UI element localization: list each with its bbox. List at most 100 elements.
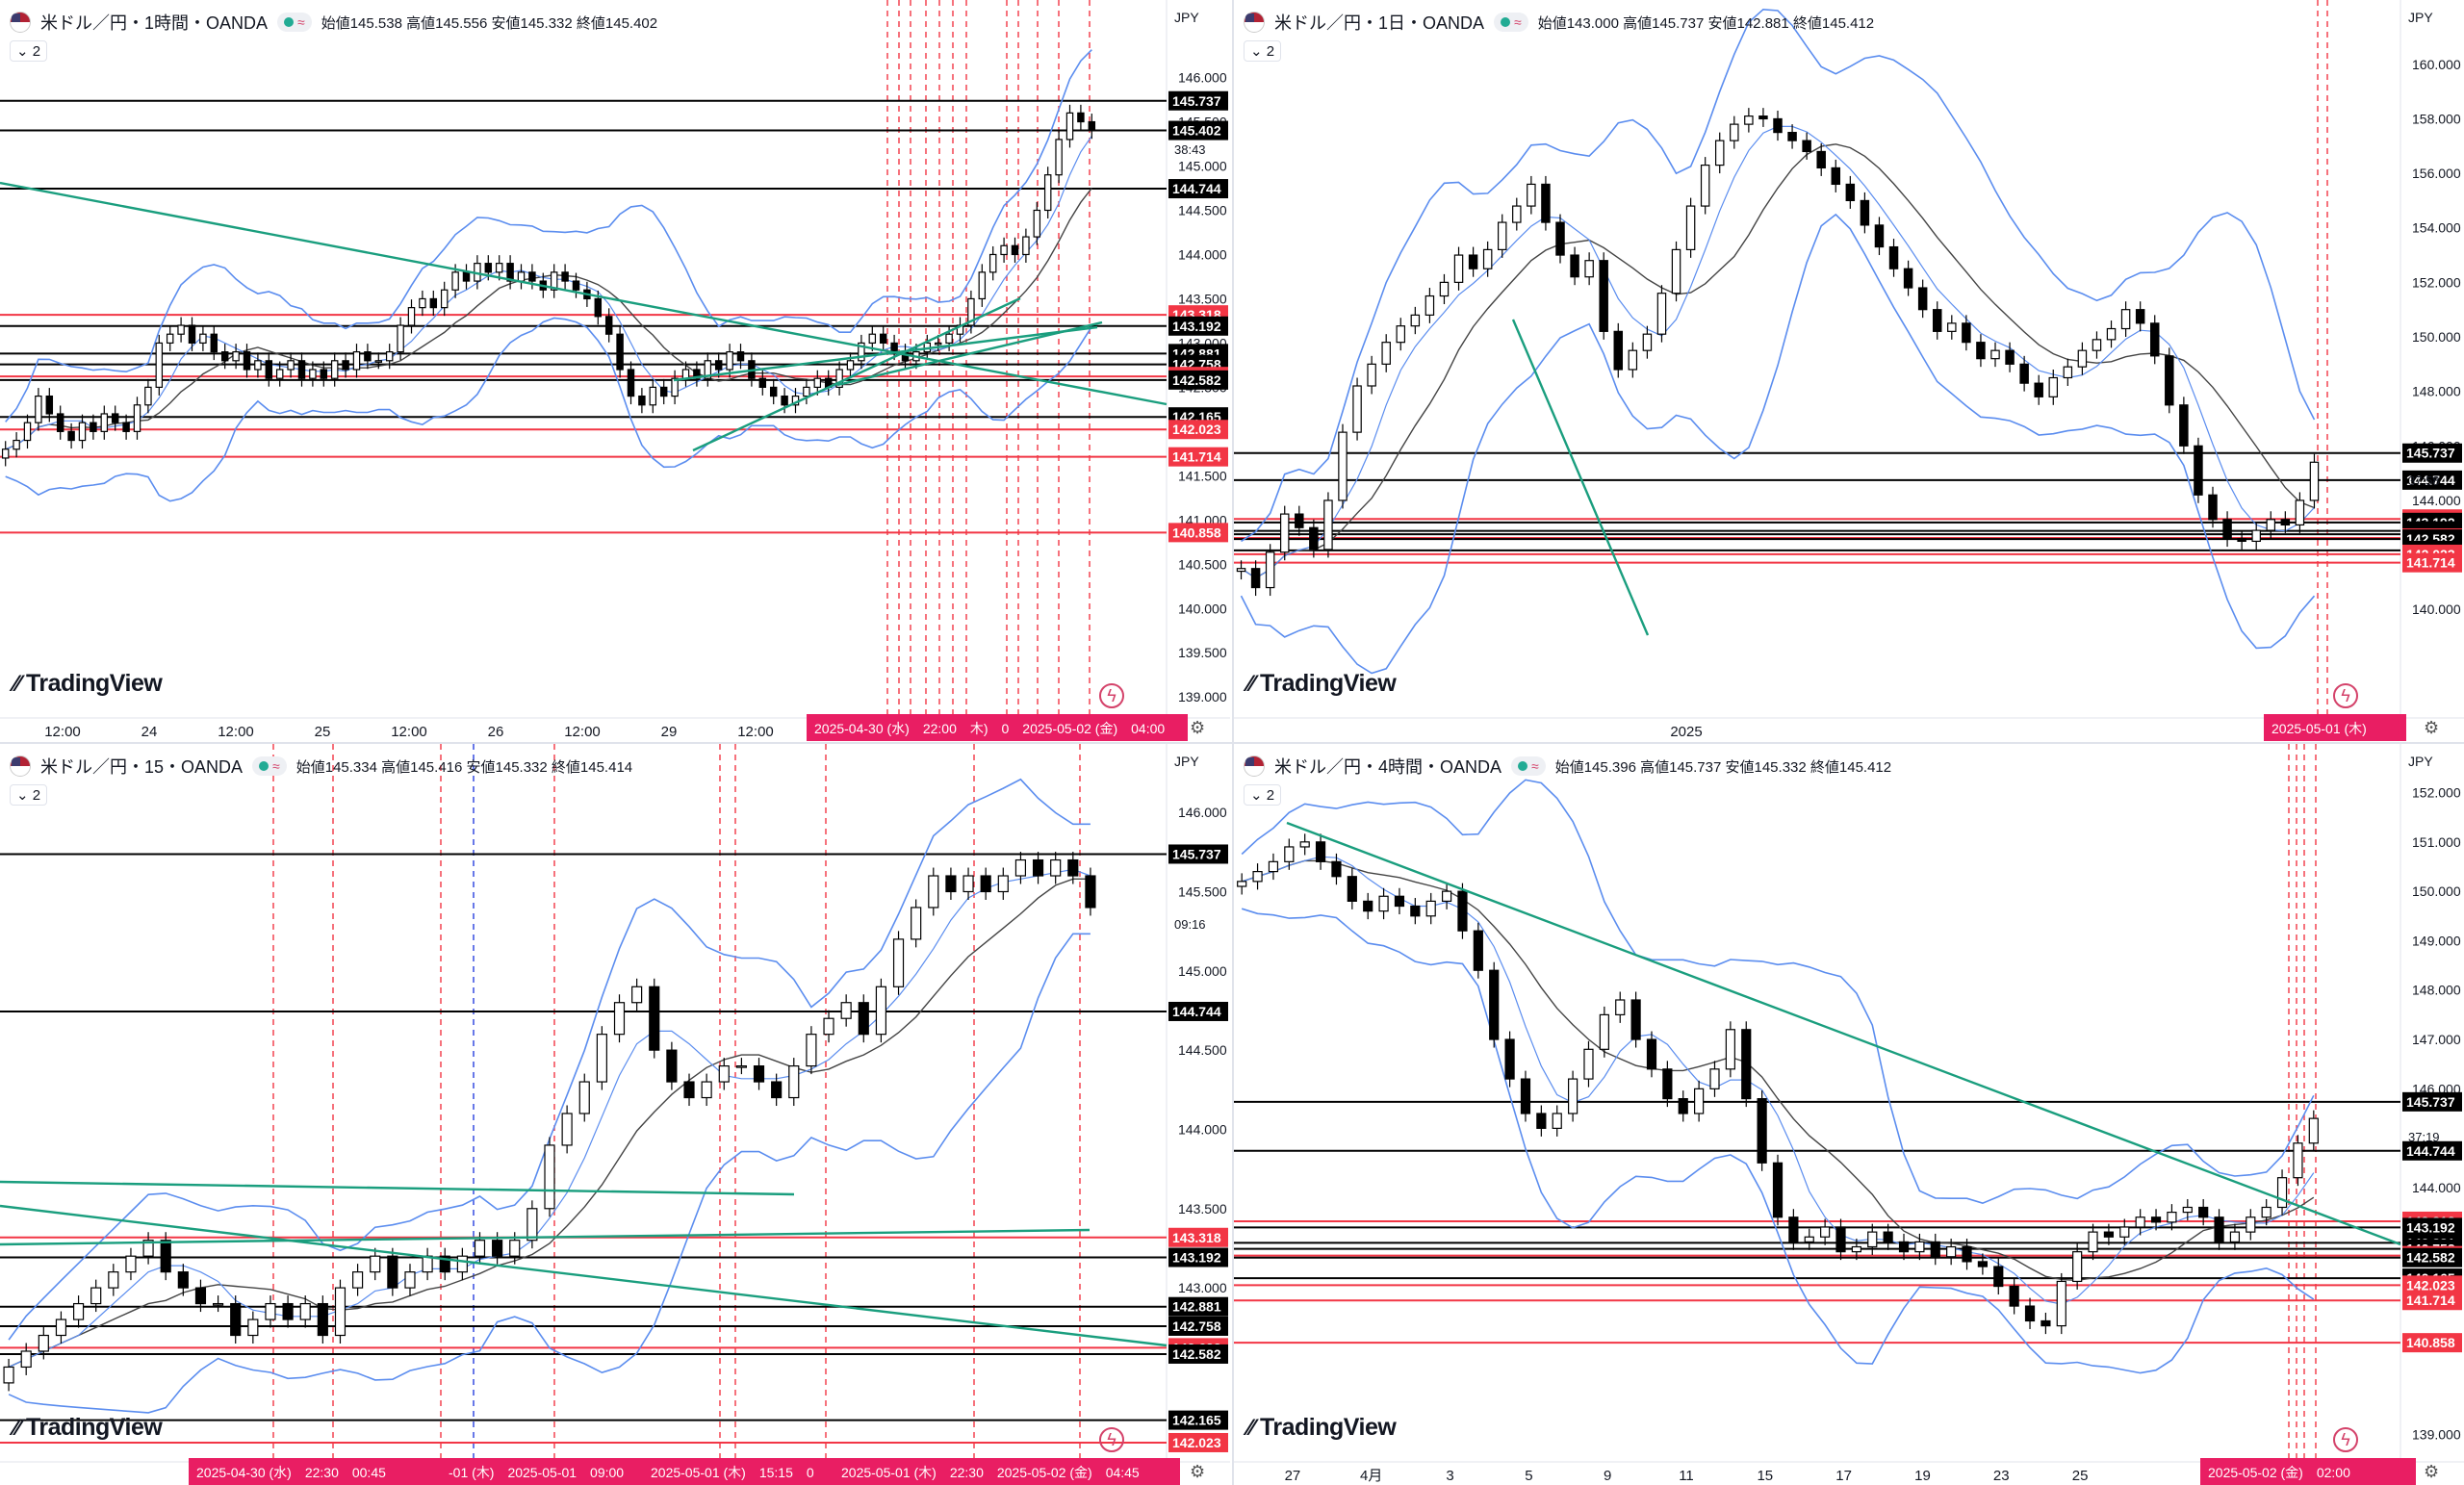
candle-body bbox=[1352, 385, 1362, 433]
lightning-icon[interactable]: ϟ bbox=[2333, 683, 2358, 708]
currency-label[interactable]: JPY bbox=[1174, 10, 1199, 25]
candle-body bbox=[1613, 330, 1624, 371]
ohlc-values: 始値143.000 高値145.737 安値142.881 終値145.412 bbox=[1537, 14, 1875, 32]
status-pill[interactable]: ≈ bbox=[1494, 13, 1528, 32]
candle-body bbox=[1583, 1048, 1594, 1080]
candle-body bbox=[287, 360, 295, 371]
gear-icon[interactable]: ⚙ bbox=[1190, 1462, 1206, 1481]
trend-line[interactable] bbox=[0, 1180, 795, 1196]
candle-body bbox=[1410, 314, 1421, 327]
trend-line[interactable] bbox=[692, 296, 1021, 452]
gear-icon[interactable]: ⚙ bbox=[2424, 1462, 2440, 1481]
symbol-title[interactable]: 米ドル／円・1時間・OANDA bbox=[40, 13, 269, 33]
price-label-box bbox=[1168, 1432, 1228, 1452]
candle-body bbox=[1055, 139, 1063, 176]
candle-body bbox=[1453, 254, 1464, 283]
y-tick-label: 152.000 bbox=[2412, 274, 2461, 290]
symbol-title[interactable]: 米ドル／円・4時間・OANDA bbox=[1274, 757, 1502, 777]
chart-pane-15m[interactable]: 146.000 145.500 145.000 144.500 144.000 143.5… bbox=[0, 744, 1230, 1485]
candle-body bbox=[1947, 322, 1957, 332]
candle-body bbox=[2119, 1226, 2130, 1238]
pane-divider-horizontal[interactable] bbox=[0, 742, 2464, 744]
candle-body bbox=[594, 297, 603, 318]
currency-label[interactable]: JPY bbox=[2408, 754, 2433, 769]
chart-pane-1d[interactable]: 160.000 158.000 156.000 154.000 152.000 150.0… bbox=[1234, 0, 2464, 741]
lightning-icon[interactable]: ϟ bbox=[1099, 683, 1124, 708]
trend-line[interactable] bbox=[0, 1228, 1091, 1246]
lightning-icon[interactable]: ϟ bbox=[1099, 1427, 1124, 1452]
candle-body bbox=[1977, 1261, 1989, 1267]
price-axis[interactable] bbox=[2400, 744, 2464, 1485]
candle-body bbox=[2261, 1206, 2272, 1218]
candle-body bbox=[788, 1065, 800, 1099]
y-tick-label: 151.000 bbox=[2412, 834, 2461, 850]
currency-label[interactable]: JPY bbox=[2408, 10, 2433, 25]
price-axis[interactable] bbox=[2400, 0, 2464, 741]
chart-pane-1h[interactable]: 146.000145.500145.000144.500144.000143.5… bbox=[0, 0, 1230, 741]
symbol-title[interactable]: 米ドル／円・1日・OANDA bbox=[1274, 13, 1485, 33]
indicator-toggle[interactable]: ⌄ 2 bbox=[10, 784, 48, 806]
price-label: 142.023 bbox=[1172, 422, 1221, 437]
candle-body bbox=[282, 1302, 294, 1320]
price-label-box bbox=[1168, 316, 1228, 336]
candle-body bbox=[1367, 363, 1376, 387]
trend-line[interactable] bbox=[0, 1204, 1168, 1347]
status-pill[interactable]: ≈ bbox=[277, 13, 312, 32]
candle-body bbox=[2150, 1216, 2162, 1223]
y-tick-label: 149.000 bbox=[2412, 933, 2461, 948]
chart-canvas[interactable]: 146.000145.500145.000144.500144.000143.5… bbox=[0, 744, 1230, 1485]
candle-body bbox=[2182, 1206, 2193, 1214]
candle-body bbox=[419, 297, 426, 309]
trend-line[interactable] bbox=[0, 181, 1168, 406]
candle-body bbox=[2266, 519, 2276, 531]
candle-body bbox=[858, 342, 865, 362]
candle-body bbox=[1646, 1038, 1657, 1070]
candle-body bbox=[1599, 1013, 1609, 1050]
currency-label[interactable]: JPY bbox=[1174, 754, 1199, 769]
chart-canvas[interactable]: 152.000 151.000 150.000 149.000 148.000 147.0… bbox=[1234, 744, 2464, 1485]
candle-body bbox=[1787, 132, 1797, 141]
trend-line[interactable] bbox=[673, 325, 1098, 382]
price-label: 142.758 bbox=[1172, 1319, 1221, 1334]
candle-body bbox=[133, 404, 141, 432]
candle-body bbox=[67, 430, 75, 442]
indicator-toggle[interactable]: ⌄ 2 bbox=[1244, 784, 1282, 806]
chart-pane-4h[interactable]: 152.000 151.000 150.000 149.000 148.000 147.0… bbox=[1234, 744, 2464, 1485]
crosshair-date-badge: 2025-05-01 (木) bbox=[2264, 714, 2406, 741]
gear-icon[interactable]: ⚙ bbox=[2424, 718, 2440, 737]
chart-canvas[interactable]: 146.000145.500145.000144.500144.000143.5… bbox=[0, 0, 1230, 741]
tradingview-logo-icon: ⁄⁄ bbox=[13, 1414, 21, 1441]
candle-body bbox=[1482, 248, 1493, 269]
indicator-toggle[interactable]: ⌄ 2 bbox=[10, 40, 48, 62]
status-pill[interactable]: ≈ bbox=[1511, 756, 1546, 776]
trend-line[interactable] bbox=[1511, 319, 1650, 636]
chart-canvas[interactable]: 160.000 158.000 156.000 154.000 152.000 150.0… bbox=[1234, 0, 2464, 741]
candle-body bbox=[890, 342, 898, 353]
lightning-icon[interactable]: ϟ bbox=[2333, 1427, 2358, 1452]
chart-header: 米ドル／円・1日・OANDA ≈ 始値143.000 高値145.737 安値142… bbox=[1244, 10, 1874, 35]
y-tick-label: 145.500 bbox=[1178, 883, 1227, 899]
symbol-title[interactable]: 米ドル／円・15・OANDA bbox=[40, 757, 244, 777]
candle-body bbox=[1615, 999, 1626, 1015]
candle-body bbox=[1831, 166, 1841, 186]
trend-line[interactable] bbox=[1286, 821, 2401, 1246]
trend-line[interactable] bbox=[836, 320, 1103, 387]
us-flag-icon bbox=[1244, 755, 1265, 777]
gear-icon[interactable]: ⚙ bbox=[1190, 718, 1206, 737]
candle-body bbox=[1555, 221, 1565, 256]
candle-body bbox=[451, 271, 459, 291]
status-pill[interactable]: ≈ bbox=[252, 756, 287, 776]
candle-body bbox=[2309, 461, 2320, 501]
y-tick-label: 143.000 bbox=[1178, 1280, 1227, 1295]
candle-body bbox=[671, 377, 679, 397]
candle-body bbox=[1628, 349, 1638, 371]
candle-body bbox=[526, 1208, 538, 1242]
y-tick-label: 150.000 bbox=[2412, 883, 2461, 899]
candle-body bbox=[439, 1255, 450, 1273]
candle-body bbox=[1527, 183, 1536, 207]
y-tick-label: 152.000 bbox=[2412, 785, 2461, 801]
candle-body bbox=[188, 324, 196, 345]
candle-body bbox=[1468, 254, 1478, 269]
indicator-toggle[interactable]: ⌄ 2 bbox=[1244, 40, 1282, 62]
candle-body bbox=[1067, 858, 1079, 877]
